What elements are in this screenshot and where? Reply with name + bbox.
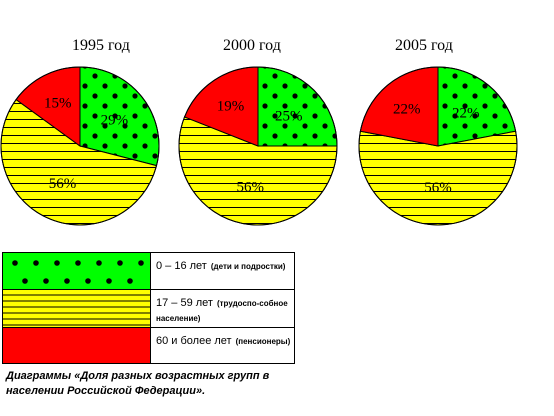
figure-caption: Диаграммы «Доля разных возрастных групп …: [6, 370, 270, 397]
legend-item-working-age: 17 – 59 лет (трудоспо-собное население): [3, 290, 294, 328]
chart-title-1995: 1995 год: [72, 37, 130, 54]
pie-chart-1995: 29% 56% 15%: [0, 66, 160, 226]
legend-item-children: 0 – 16 лет (дети и подростки): [3, 253, 294, 290]
pie-label-pensioners-2005: 22%: [393, 101, 421, 117]
legend-label-working-age: 17 – 59 лет: [156, 297, 213, 309]
pie-label-pensioners-1995: 15%: [44, 95, 72, 111]
legend-swatch-pensioners: [3, 328, 151, 363]
legend-label-children: 0 – 16 лет: [156, 260, 207, 272]
chart-title-2005: 2005 год: [395, 37, 453, 54]
pie-label-children-1995: 29%: [101, 112, 129, 128]
pie-label-working-age-2005: 56%: [424, 180, 452, 196]
pie-chart-2000: 25% 56% 19%: [178, 66, 338, 226]
pie-charts-area: 1995 год 2000 год 2005 год 29% 56% 15% 25% 5…: [0, 37, 518, 226]
legend-label-pensioners: 60 и более лет: [156, 335, 232, 347]
pie-charts-svg: 29% 56% 15% 25% 56% 19% 22% 56% 22%: [0, 66, 518, 226]
pie-label-working-age-1995: 56%: [49, 176, 77, 192]
pie-chart-2005: 22% 56% 22%: [358, 66, 518, 226]
pie-label-children-2000: 25%: [275, 108, 303, 124]
pie-label-pensioners-2000: 19%: [217, 98, 245, 114]
legend-note-children: (дети и подростки): [210, 262, 286, 271]
legend-item-pensioners: 60 и более лет (пенсионеры): [3, 328, 294, 363]
pie-label-working-age-2000: 56%: [237, 179, 265, 195]
legend-note-pensioners: (пенсионеры): [235, 337, 291, 346]
pie-label-children-2005: 22%: [452, 106, 480, 122]
legend-swatch-children: [3, 253, 151, 289]
legend-note-working-age: (трудоспо-собное население): [156, 299, 288, 323]
chart-title-2000: 2000 год: [223, 37, 281, 54]
pie-slice-children-2000: [257, 66, 338, 147]
legend-swatch-working-age: [3, 290, 151, 327]
legend: 0 – 16 лет (дети и подростки) 17 – 59 ле…: [2, 252, 295, 364]
